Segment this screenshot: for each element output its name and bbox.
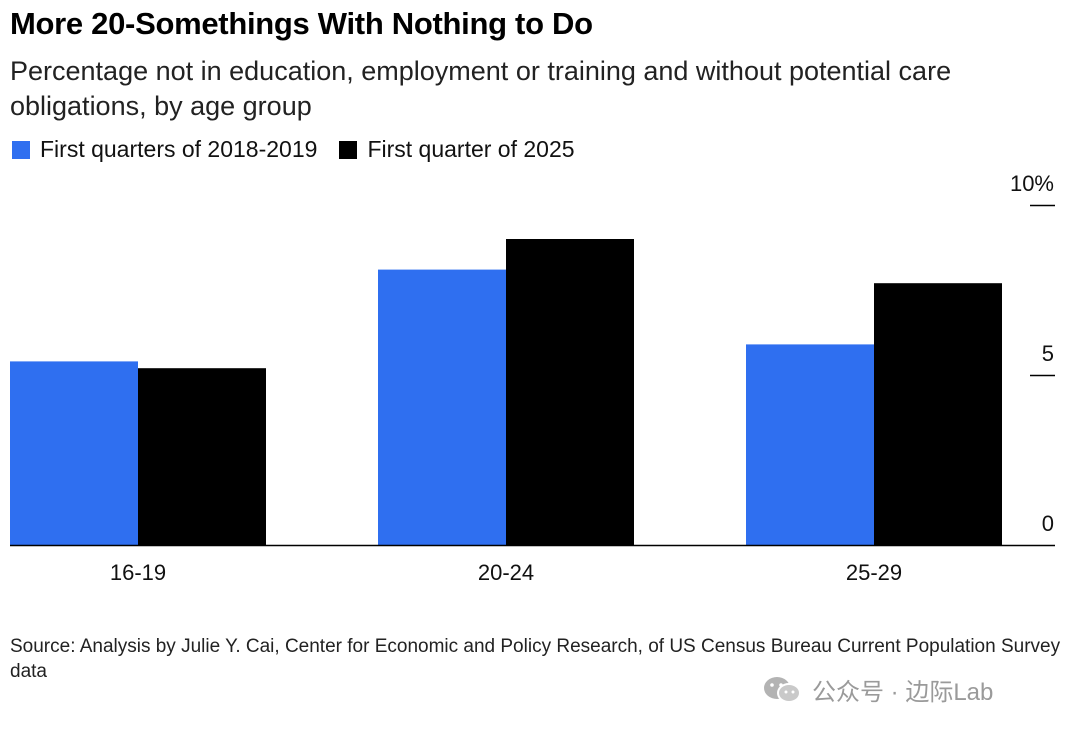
- chart-title: More 20-Somethings With Nothing to Do: [10, 6, 593, 41]
- bar-20-24-2018-2019: [378, 269, 506, 545]
- watermark: 公众号 · 边际Lab: [762, 672, 993, 707]
- legend-item-2018-2019: First quarters of 2018-2019: [12, 136, 317, 163]
- watermark-text: 公众号 · 边际Lab: [812, 679, 994, 706]
- chart-subtitle: Percentage not in education, employment …: [10, 56, 952, 121]
- legend-swatch-2025: [339, 140, 358, 159]
- legend-swatch-2018-2019: [12, 140, 30, 159]
- source-note: Source: Analysis by Julie Y. Cai, Center…: [10, 636, 1061, 682]
- x-tick-label-16-19: 16-19: [110, 560, 166, 585]
- bar-20-24-2025: [506, 239, 634, 545]
- bar-16-19-2025: [138, 368, 266, 545]
- bar-25-29-2018-2019: [746, 344, 874, 545]
- bar-chart: 16-19 20-24 25-29 10% 5 0: [10, 171, 1055, 585]
- legend-label-2018-2019: First quarters of 2018-2019: [40, 136, 318, 162]
- x-tick-label-25-29: 25-29: [846, 560, 902, 585]
- y-tick-label-10: 10%: [1010, 171, 1054, 196]
- x-tick-label-20-24: 20-24: [478, 560, 534, 585]
- legend: First quarters of 2018-2019 First quarte…: [12, 136, 597, 163]
- bar-16-19-2018-2019: [10, 361, 138, 545]
- bar-25-29-2025: [874, 283, 1002, 545]
- y-tick-label-0: 0: [1042, 511, 1054, 536]
- y-tick-label-5: 5: [1042, 341, 1054, 366]
- legend-item-2025: First quarter of 2025: [339, 136, 575, 163]
- wechat-icon: [764, 676, 801, 703]
- legend-label-2025: First quarter of 2025: [367, 136, 575, 162]
